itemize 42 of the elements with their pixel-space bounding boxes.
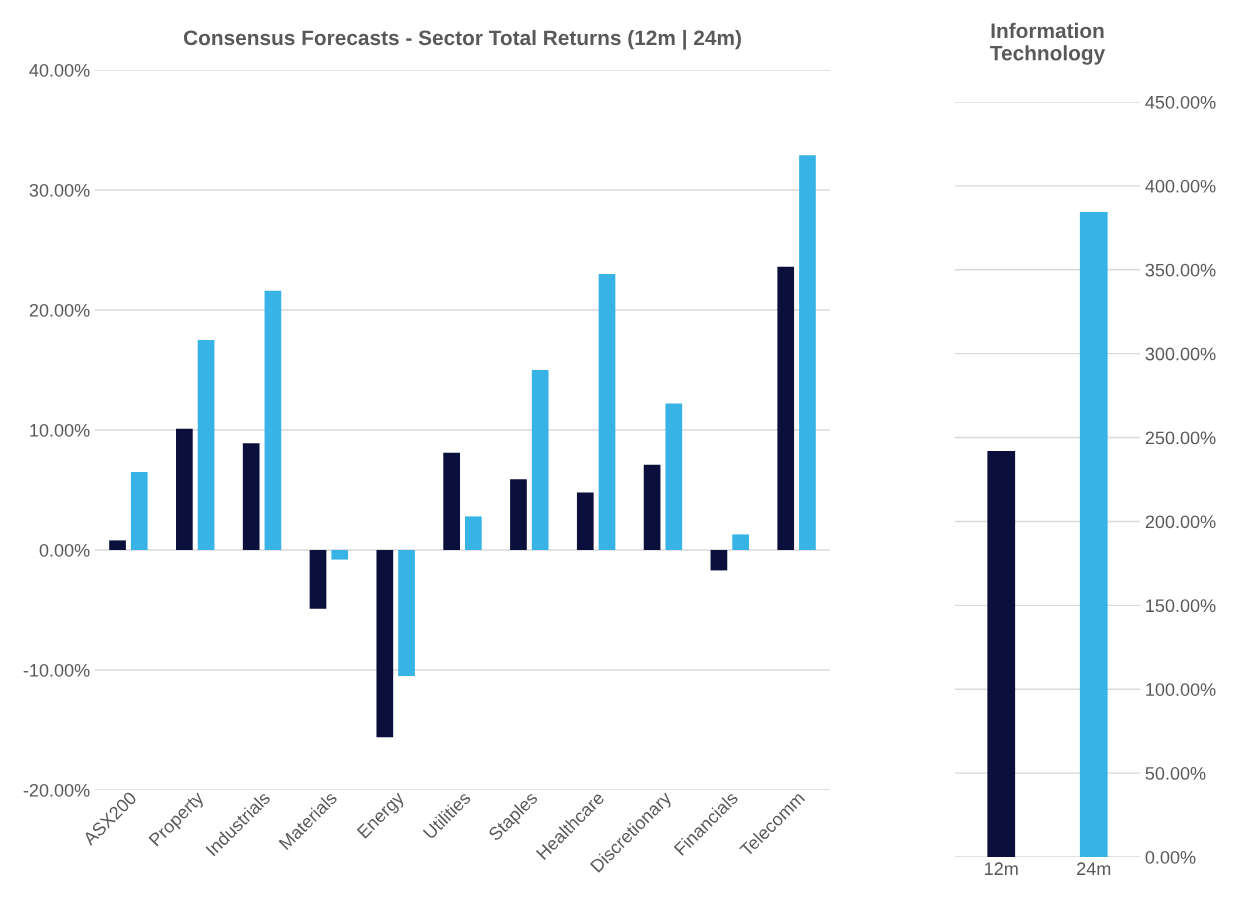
bar [799, 155, 816, 550]
bar [576, 492, 594, 550]
bar [531, 370, 549, 550]
y-tick-label: 450.00% [1145, 95, 1216, 109]
bar [777, 266, 795, 550]
x-tick-label: 24m [1077, 862, 1111, 875]
y-tick-label: 250.00% [1145, 431, 1216, 445]
bar [109, 540, 126, 550]
bar [309, 550, 327, 609]
bar [197, 340, 215, 550]
y-tick-label: 40.00% [29, 63, 90, 77]
y-tick-label: 150.00% [1146, 599, 1216, 613]
bar [176, 428, 193, 550]
bar [443, 452, 460, 550]
bar [710, 550, 728, 571]
y-tick-label: 30.00% [29, 183, 90, 197]
y-tick-label: 50.00% [1145, 767, 1206, 780]
bar [643, 464, 661, 550]
bar [732, 534, 749, 550]
y-tick-label: 100.00% [1146, 683, 1216, 696]
y-tick-label: 20.00% [29, 303, 90, 317]
bar [465, 516, 482, 550]
bar [598, 274, 616, 550]
y-tick-label: -10.00% [23, 663, 90, 677]
bar [398, 550, 415, 676]
bar [665, 403, 683, 550]
y-tick-label: 10.00% [30, 423, 90, 437]
bar [264, 290, 282, 550]
y-tick-label: 300.00% [1145, 347, 1216, 361]
y-tick-label: 0.00% [39, 543, 90, 557]
bar [242, 443, 260, 550]
y-tick-label: 400.00% [1145, 179, 1216, 193]
chart-title: Information Technology [990, 22, 1106, 65]
x-tick-label: 12m [985, 862, 1018, 875]
bar [376, 550, 394, 738]
y-tick-label: 0.00% [1145, 850, 1196, 864]
bar [130, 472, 148, 550]
y-tick-label: 350.00% [1145, 263, 1216, 277]
chart-title: Consensus Forecasts - Sector Total Returns (12m | 24m) [183, 29, 741, 50]
bar [510, 479, 527, 550]
y-tick-label: 200.00% [1145, 515, 1216, 529]
bar [331, 550, 349, 560]
